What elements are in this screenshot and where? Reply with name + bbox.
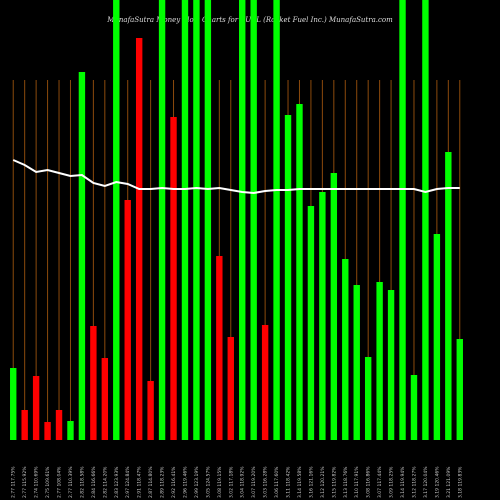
bar (78, 72, 86, 440)
x-tick-label: 2.82 114.20% (102, 466, 108, 498)
bar (399, 0, 406, 440)
bar (296, 104, 303, 440)
x-tick-label: 3.18 119.83% (457, 466, 463, 498)
x-tick-label: 2.89 118.23% (160, 466, 166, 498)
x-tick-label: 2.77 115.92% (22, 466, 28, 498)
bar (113, 0, 120, 440)
bar (170, 117, 177, 440)
bar (422, 0, 429, 440)
x-tick-label: 2.99 123.19% (194, 466, 200, 498)
bar (307, 206, 315, 440)
x-tick-label: 2.96 119.46% (182, 466, 188, 498)
x-tick-label: 2.77 110.39% (68, 466, 74, 498)
bar (376, 282, 383, 440)
bar (135, 38, 143, 440)
x-tick-label: 2.75 109.61% (45, 466, 51, 498)
bar (124, 200, 131, 440)
x-tick-label: 3.16 121.16% (308, 466, 314, 498)
x-tick-label: 2.87 114.80% (148, 466, 154, 498)
x-tick-label: 2.77 117.75% (11, 466, 17, 498)
x-tick-label: 2.84 116.66% (91, 466, 97, 498)
bar (456, 339, 463, 440)
x-tick-label: 2.92 116.41% (171, 466, 177, 498)
x-tick-label: 2.83 123.93% (114, 466, 120, 498)
bar (55, 410, 63, 440)
bar (387, 290, 395, 440)
bar (158, 0, 166, 440)
bar (239, 0, 246, 440)
x-tick-label: 3.07 117.44% (377, 466, 383, 498)
x-tick-label: 2.74 110.69% (34, 466, 40, 498)
x-tick-label: 3.06 117.60% (274, 466, 280, 498)
bar (261, 325, 269, 440)
bar (193, 0, 200, 440)
x-tick-label: 3.21 121.09% (446, 466, 452, 498)
x-tick-label: 3.04 118.92% (240, 466, 246, 498)
x-tick-label: 3.19 120.46% (434, 466, 440, 498)
x-tick-label: 3.15 119.82% (331, 466, 337, 498)
bar (10, 368, 17, 440)
bar (364, 357, 372, 440)
x-tick-label: 3.03 116.28% (263, 466, 269, 498)
bar (204, 0, 212, 440)
bar (273, 0, 280, 440)
bar (445, 152, 452, 440)
bar (216, 256, 223, 440)
x-tick-label: 3.12 118.27% (411, 466, 417, 498)
x-tick-label: 2.91 118.47% (137, 466, 143, 498)
bar (181, 0, 189, 440)
bar (250, 0, 257, 440)
bar (44, 422, 51, 440)
x-tick-label: 3.02 117.18% (228, 466, 234, 498)
x-tick-label: 3.12 120.21% (320, 466, 326, 498)
x-tick-label: 2.82 118.58% (79, 466, 85, 498)
x-tick-label: 3.08 119.15% (217, 466, 223, 498)
bar (342, 259, 349, 440)
x-tick-label: 3.08 116.86% (366, 466, 372, 498)
x-tick-label: 3.17 120.04% (423, 466, 429, 498)
x-tick-label: 3.14 119.58% (297, 466, 303, 498)
line (12, 159, 460, 195)
bar (90, 326, 97, 440)
bar (284, 115, 292, 440)
bar (319, 192, 326, 440)
chart-title: MunafaSutra Money Flow Charts for FUEL (… (106, 16, 393, 24)
x-tick-label: 3.09 118.25% (389, 466, 395, 498)
bar (147, 381, 154, 440)
bar (410, 375, 418, 440)
bar (353, 285, 360, 440)
bar (32, 376, 40, 440)
x-tick-label: 3.13 118.76% (343, 466, 349, 498)
x-tick-label: 3.11 118.42% (286, 466, 292, 498)
bar (433, 234, 441, 440)
x-tick-label: 2.97 124.84% (125, 466, 131, 498)
x-tick-label: 3.10 117.91% (354, 466, 360, 498)
x-tick-label: 3.07 119.20% (251, 466, 257, 498)
bar (101, 358, 109, 440)
bar (21, 410, 28, 440)
bar (330, 173, 338, 440)
x-tick-label: 3.05 124.57% (205, 466, 211, 498)
bar (67, 421, 74, 440)
x-tick-label: 3.14 119.94% (400, 466, 406, 498)
x-tick-label: 2.77 108.04% (57, 466, 63, 498)
bar (227, 337, 234, 440)
